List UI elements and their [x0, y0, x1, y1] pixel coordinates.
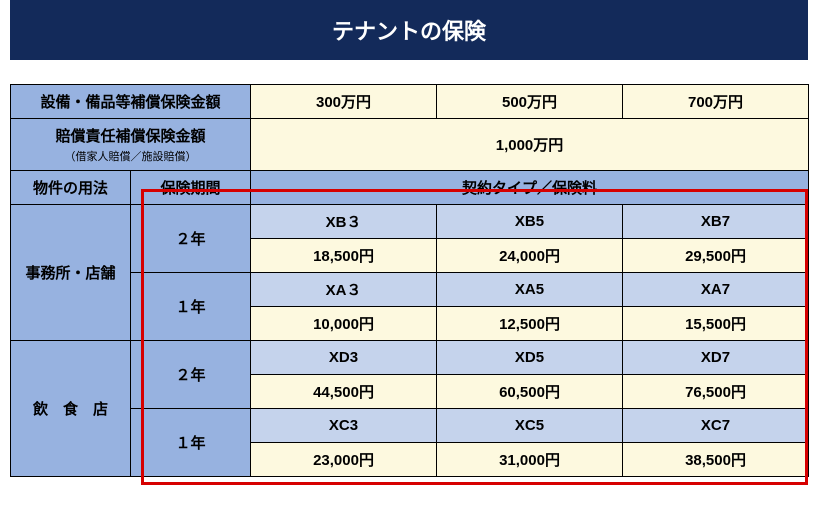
price-cell: 23,000円	[251, 443, 437, 477]
period-header: 保険期間	[131, 171, 251, 205]
plan-header: 契約タイプ／保険料	[251, 171, 809, 205]
period-cell-1-0: ２年	[131, 341, 251, 409]
insurance-table: 設備・備品等補償保険金額 300万円 500万円 700万円 賠償責任補償保険金…	[10, 84, 809, 477]
equip-val-0: 300万円	[251, 85, 437, 119]
table-row: １年 XA３ XA5 XA7	[11, 273, 809, 307]
liability-val: 1,000万円	[251, 119, 809, 171]
price-cell: 24,000円	[437, 239, 623, 273]
table-row: 設備・備品等補償保険金額 300万円 500万円 700万円	[11, 85, 809, 119]
liability-label: 賠償責任補償保険金額	[56, 128, 206, 145]
table-row: 物件の用法 保険期間 契約タイプ／保険料	[11, 171, 809, 205]
usage-cell-1: 飲 食 店	[11, 341, 131, 477]
equip-val-2: 700万円	[623, 85, 809, 119]
price-cell: 60,500円	[437, 375, 623, 409]
code-cell: XA３	[251, 273, 437, 307]
page-title: テナントの保険	[10, 0, 808, 60]
price-cell: 44,500円	[251, 375, 437, 409]
table-row: 事務所・店舗 ２年 XB３ XB5 XB7	[11, 205, 809, 239]
code-cell: XD5	[437, 341, 623, 375]
price-cell: 15,500円	[623, 307, 809, 341]
price-cell: 38,500円	[623, 443, 809, 477]
code-cell: XD7	[623, 341, 809, 375]
table-wrap: 設備・備品等補償保険金額 300万円 500万円 700万円 賠償責任補償保険金…	[10, 84, 808, 477]
table-row: 飲 食 店 ２年 XD3 XD5 XD7	[11, 341, 809, 375]
code-cell: XC5	[437, 409, 623, 443]
code-cell: XD3	[251, 341, 437, 375]
table-row: 賠償責任補償保険金額 （借家人賠償／施設賠償） 1,000万円	[11, 119, 809, 171]
code-cell: XB5	[437, 205, 623, 239]
equip-val-1: 500万円	[437, 85, 623, 119]
code-cell: XA7	[623, 273, 809, 307]
code-cell: XC7	[623, 409, 809, 443]
price-cell: 10,000円	[251, 307, 437, 341]
table-row: １年 XC3 XC5 XC7	[11, 409, 809, 443]
usage-header: 物件の用法	[11, 171, 131, 205]
code-cell: XA5	[437, 273, 623, 307]
price-cell: 31,000円	[437, 443, 623, 477]
period-cell-1-1: １年	[131, 409, 251, 477]
price-cell: 76,500円	[623, 375, 809, 409]
equip-label: 設備・備品等補償保険金額	[11, 85, 251, 119]
code-cell: XB7	[623, 205, 809, 239]
liability-sub: （借家人賠償／施設賠償）	[15, 148, 246, 164]
price-cell: 29,500円	[623, 239, 809, 273]
period-cell-0-1: １年	[131, 273, 251, 341]
price-cell: 18,500円	[251, 239, 437, 273]
code-cell: XC3	[251, 409, 437, 443]
price-cell: 12,500円	[437, 307, 623, 341]
period-cell-0-0: ２年	[131, 205, 251, 273]
code-cell: XB３	[251, 205, 437, 239]
liability-label-cell: 賠償責任補償保険金額 （借家人賠償／施設賠償）	[11, 119, 251, 171]
usage-cell-0: 事務所・店舗	[11, 205, 131, 341]
